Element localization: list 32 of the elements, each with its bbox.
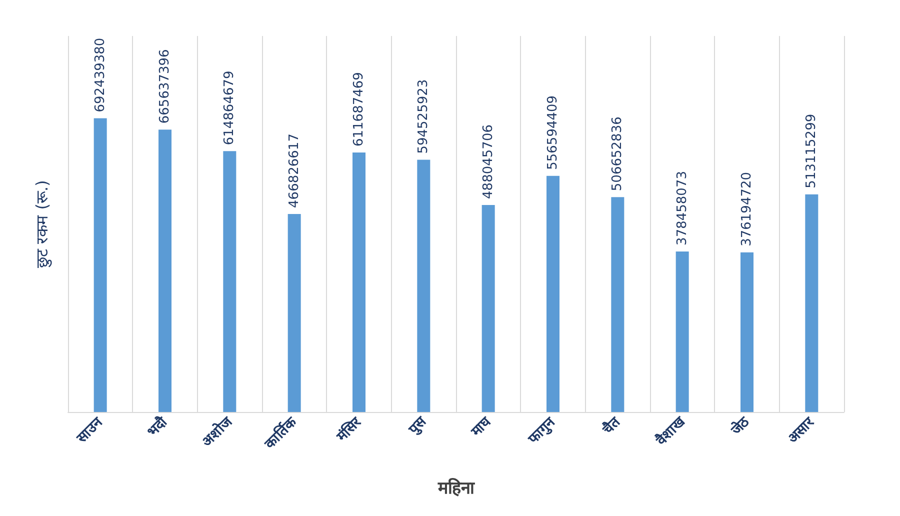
x-tick-label: माघ bbox=[468, 414, 495, 441]
x-tick-label: मंसिर bbox=[332, 412, 366, 446]
data-label: 513115299 bbox=[804, 114, 820, 188]
bar bbox=[546, 176, 560, 412]
x-axis-title: महिना bbox=[437, 478, 475, 498]
bar bbox=[805, 194, 818, 412]
data-label: 378458073 bbox=[674, 170, 690, 246]
x-tick-label: भदौ bbox=[144, 412, 172, 441]
bar bbox=[417, 160, 430, 412]
data-label: 665637396 bbox=[158, 49, 172, 124]
bar bbox=[740, 252, 754, 412]
data-label: 466826617 bbox=[286, 134, 302, 208]
data-label: 614864679 bbox=[222, 70, 238, 146]
x-tick-label: चैत bbox=[598, 412, 624, 438]
y-axis-title: छुट रकम (रू.) bbox=[32, 180, 52, 268]
data-label: 556594409 bbox=[546, 95, 560, 170]
bar bbox=[482, 204, 495, 412]
x-tick-label: जेठ bbox=[727, 412, 754, 440]
bar bbox=[94, 118, 107, 412]
bar bbox=[676, 251, 689, 412]
x-tick-label: पुस bbox=[405, 414, 431, 440]
bar bbox=[288, 214, 301, 412]
data-label: 594525923 bbox=[416, 79, 432, 154]
bar bbox=[352, 152, 366, 412]
data-label: 506652836 bbox=[610, 116, 626, 192]
bar bbox=[223, 151, 236, 412]
data-label: 488045706 bbox=[480, 124, 496, 199]
data-label: 376194720 bbox=[740, 172, 754, 246]
bar bbox=[158, 130, 172, 412]
bar bbox=[611, 197, 624, 412]
data-label: 611687469 bbox=[352, 72, 366, 147]
data-label: 692439380 bbox=[92, 38, 108, 112]
